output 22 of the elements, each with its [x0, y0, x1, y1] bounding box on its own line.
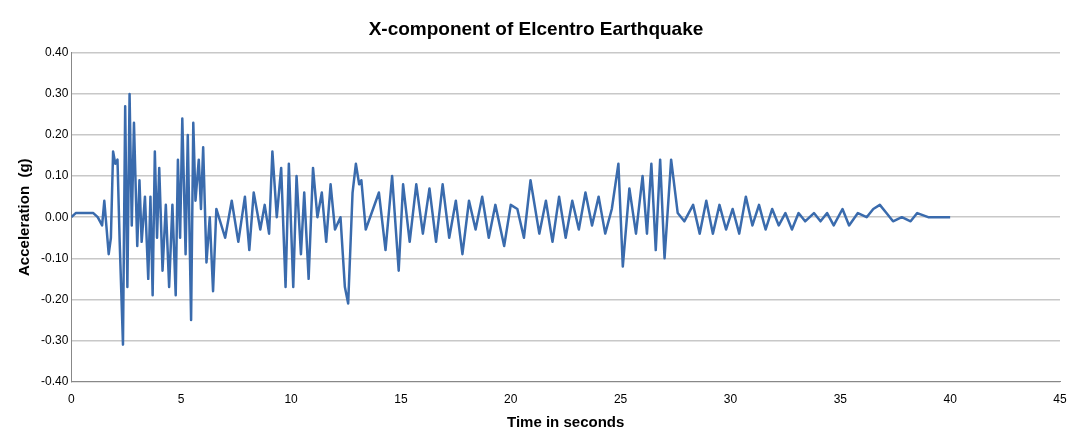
y-tick-label: -0.10	[40, 250, 69, 265]
x-tick-label: 30	[723, 392, 738, 407]
x-tick-label: 0	[68, 392, 76, 407]
y-tick-label: -0.30	[40, 332, 69, 347]
x-tick-label: 35	[833, 392, 848, 407]
y-tick-label: 0.40	[44, 45, 69, 60]
chart-title: X-component of Elcentro Earthquake	[368, 17, 704, 39]
y-tick-label: 0.10	[44, 168, 69, 183]
x-tick-label: 15	[394, 392, 408, 407]
y-tick-label: 0.30	[44, 86, 69, 101]
y-tick-label: -0.20	[40, 291, 69, 306]
y-tick-label: -0.40	[40, 373, 69, 388]
x-tick-label: 40	[943, 392, 958, 407]
x-tick-label: 25	[613, 392, 628, 407]
y-tick-label: 0.20	[44, 127, 69, 142]
y-axis-title: Acceleration (g)	[15, 158, 33, 276]
x-axis-title: Time in seconds	[507, 413, 625, 431]
x-tick-label: 20	[504, 392, 518, 407]
x-tick-label: 5	[177, 392, 185, 407]
x-tick-label: 10	[284, 392, 299, 407]
y-tick-label: 0.00	[44, 209, 69, 224]
x-tick-label: 45	[1053, 392, 1067, 407]
